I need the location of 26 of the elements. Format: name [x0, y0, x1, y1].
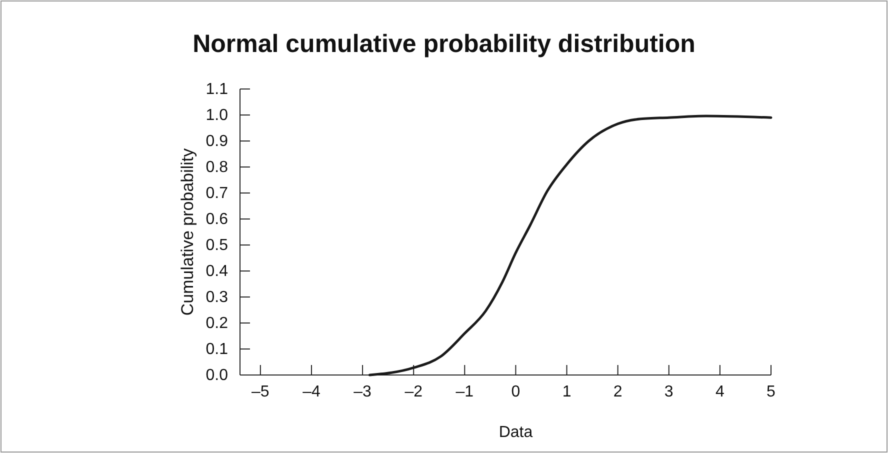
x-tick-label: –5 [252, 383, 270, 400]
y-tick-label: 0.6 [206, 211, 228, 228]
y-tick-label: 0.5 [206, 237, 228, 254]
x-axis-title: Data [498, 424, 533, 441]
y-tick-label: 0.0 [206, 367, 228, 384]
x-tick-label: 1 [562, 383, 572, 400]
y-tick-label: 1.1 [206, 81, 228, 98]
chart-title: Normal cumulative probability distribution [192, 30, 696, 58]
y-tick-label: 0.1 [206, 341, 228, 358]
x-tick-label: 3 [664, 383, 674, 400]
x-tick-label: –1 [456, 383, 474, 400]
y-tick-label: 0.9 [206, 133, 228, 150]
x-tick-label: –3 [354, 383, 372, 400]
x-tick-label: –2 [404, 383, 423, 400]
y-tick-label: 0.3 [206, 289, 228, 306]
y-axis-title: Cumulative probability [178, 148, 197, 316]
y-tick-label: 0.4 [206, 263, 228, 280]
y-tick-label: 0.2 [206, 315, 228, 332]
x-tick-label: 4 [715, 383, 724, 400]
y-tick-label: 0.8 [206, 159, 228, 176]
y-tick-label: 0.7 [206, 185, 228, 202]
x-tick-label: 5 [766, 383, 776, 400]
x-tick-label: –4 [302, 383, 320, 400]
x-tick-label: 0 [511, 383, 520, 400]
y-tick-label: 1.0 [206, 107, 228, 124]
x-tick-label: 2 [613, 383, 622, 400]
